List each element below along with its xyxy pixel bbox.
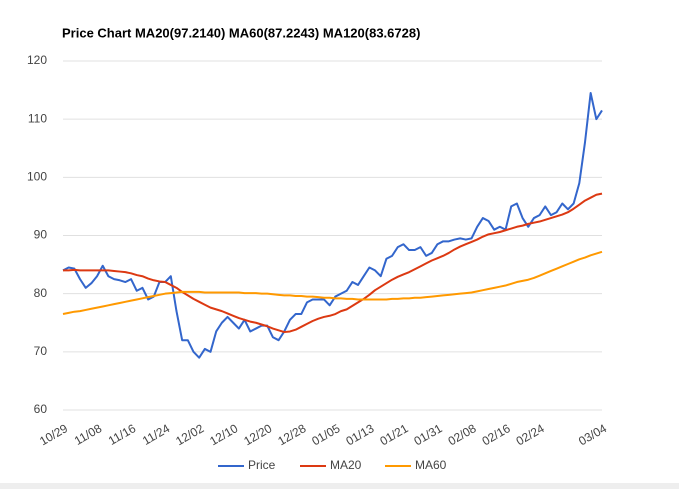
series-line	[62, 250, 603, 315]
y-tick-label: 70	[34, 344, 48, 358]
y-tick-label: 90	[34, 228, 48, 242]
y-tick-label: 110	[28, 111, 47, 125]
chart-title: Price Chart MA20(97.2140) MA60(87.2243) …	[62, 25, 420, 40]
legend-label: MA60	[415, 458, 447, 472]
legend: Price MA20 MA60	[218, 458, 447, 472]
lines	[62, 91, 603, 359]
y-tick-label: 100	[27, 170, 47, 184]
bottom-strip	[0, 483, 679, 489]
y-tick-label: 120	[27, 53, 47, 67]
legend-label: Price	[248, 458, 276, 472]
y-tick-label: 60	[34, 402, 48, 416]
legend-label: MA20	[330, 458, 362, 472]
series-line	[63, 192, 603, 334]
y-tick-label: 80	[34, 286, 48, 300]
